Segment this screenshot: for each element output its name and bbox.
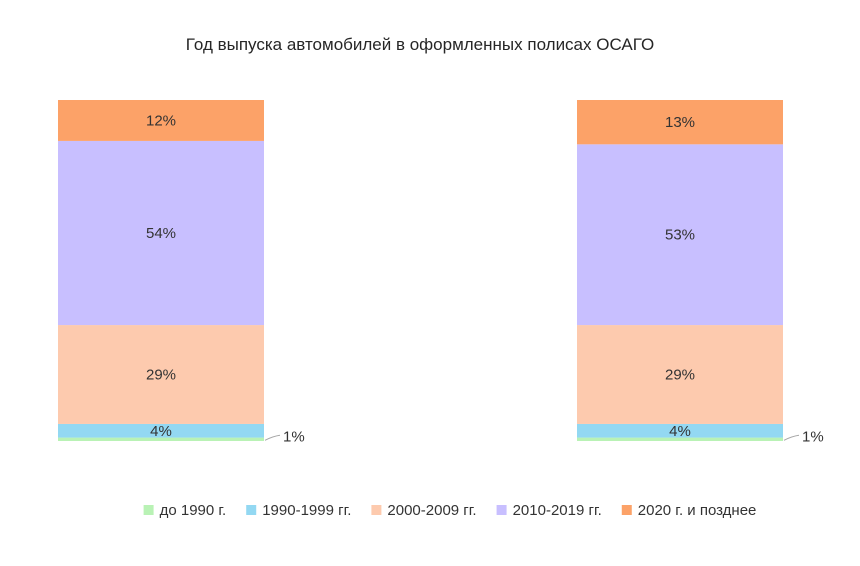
legend: до 1990 г. 1990-1999 гг. 2000-2009 гг. 2010… bbox=[143, 502, 757, 519]
legend-swatch bbox=[371, 505, 382, 515]
bar-segment bbox=[577, 144, 783, 326]
legend-item: 2010-2019 гг. bbox=[496, 502, 602, 519]
legend-label: 2010-2019 гг. bbox=[513, 502, 602, 519]
legend-label: 1990-1999 гг. bbox=[262, 502, 351, 519]
stacked-bar: 1% 4% 29% 53% 13% bbox=[577, 100, 824, 445]
chart-title: Год выпуска автомобилей в оформленных по… bbox=[186, 35, 654, 54]
bar-segment bbox=[577, 437, 783, 441]
legend-item: 2000-2009 гг. bbox=[371, 502, 477, 519]
leader-line bbox=[264, 434, 281, 441]
legend-swatch bbox=[143, 505, 154, 515]
bar-segment bbox=[577, 325, 783, 424]
legend-item: 1990-1999 гг. bbox=[246, 502, 351, 519]
leader-line bbox=[783, 434, 800, 441]
bar-segment bbox=[58, 423, 264, 438]
legend-label: до 1990 г. bbox=[160, 502, 227, 519]
bar-segment bbox=[58, 100, 264, 141]
data-label: 29% bbox=[146, 367, 176, 384]
legend-item: до 1990 г. bbox=[143, 502, 227, 519]
data-label: 4% bbox=[150, 423, 172, 440]
bar-segment bbox=[58, 140, 264, 326]
data-label: 29% bbox=[665, 367, 695, 384]
data-label: 54% bbox=[146, 225, 176, 242]
legend-item: 2020 г. и позднее bbox=[621, 502, 757, 519]
data-label: 1% bbox=[283, 428, 305, 445]
bar-segment bbox=[577, 423, 783, 438]
legend-swatch bbox=[621, 505, 632, 515]
bars: 1% 4% 29% 54% 12% 1% 4% 29% 53% 13% bbox=[58, 100, 824, 445]
legend-label: 2020 г. и позднее bbox=[638, 502, 757, 519]
data-label: 4% bbox=[669, 423, 691, 440]
bar-segment bbox=[577, 100, 783, 145]
bar-segment bbox=[58, 437, 264, 441]
legend-swatch bbox=[496, 505, 507, 515]
data-label: 53% bbox=[665, 227, 695, 244]
stacked-bar: 1% 4% 29% 54% 12% bbox=[58, 100, 305, 445]
legend-label: 2000-2009 гг. bbox=[387, 502, 476, 519]
legend-swatch bbox=[246, 505, 257, 515]
bar-segment bbox=[58, 325, 264, 424]
data-label: 12% bbox=[146, 112, 176, 129]
data-label: 1% bbox=[802, 428, 824, 445]
data-label: 13% bbox=[665, 114, 695, 131]
